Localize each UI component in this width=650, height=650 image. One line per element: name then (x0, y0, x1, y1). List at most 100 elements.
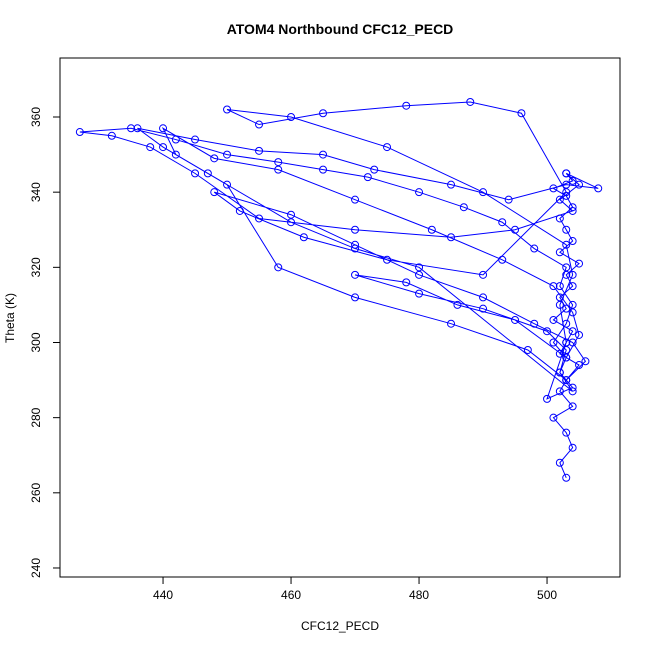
data-point (555, 300, 564, 309)
data-point (594, 184, 603, 193)
data-point (351, 293, 360, 302)
x-tick-label: 500 (537, 588, 557, 602)
data-point (210, 154, 219, 163)
data-point (555, 349, 564, 358)
data-point (562, 180, 571, 189)
data-point (549, 413, 558, 422)
data-point (549, 184, 558, 193)
data-point (319, 165, 328, 174)
data-point (504, 195, 513, 204)
data-point (75, 128, 84, 137)
data-point (562, 346, 571, 355)
data-point (523, 346, 532, 355)
data-point (255, 120, 264, 129)
data-point (383, 255, 392, 264)
data-point (274, 158, 283, 167)
y-tick-label: 360 (29, 107, 43, 127)
y-tick-label: 240 (29, 558, 43, 578)
data-point (568, 327, 577, 336)
y-tick-label: 340 (29, 182, 43, 202)
data-point (447, 180, 456, 189)
data-point (171, 135, 180, 144)
data-point (575, 330, 584, 339)
data-point (511, 225, 520, 234)
data-point (562, 338, 571, 347)
data-point (479, 270, 488, 279)
data-point (562, 270, 571, 279)
data-point (575, 361, 584, 370)
data-point (107, 131, 116, 140)
data-point (159, 143, 168, 152)
data-point (274, 263, 283, 272)
data-point (568, 176, 577, 185)
data-point (562, 240, 571, 249)
data-point (447, 319, 456, 328)
data-point (274, 165, 283, 174)
data-point (568, 402, 577, 411)
data-point (427, 225, 436, 234)
data-line (79, 101, 599, 478)
data-point (549, 338, 558, 347)
data-point (511, 315, 520, 324)
data-point (562, 169, 571, 178)
x-tick-label: 480 (409, 588, 429, 602)
data-point (351, 225, 360, 234)
data-point (459, 203, 468, 212)
data-point (530, 319, 539, 328)
data-point (287, 113, 296, 122)
data-point (555, 458, 564, 467)
data-point (555, 293, 564, 302)
data-point (159, 124, 168, 133)
y-tick-label: 320 (29, 257, 43, 277)
data-point (562, 376, 571, 385)
data-point (415, 289, 424, 298)
plot-frame (59, 57, 621, 578)
data-point (479, 293, 488, 302)
data-point (351, 240, 360, 249)
data-point (568, 282, 577, 291)
data-point (498, 255, 507, 264)
data-point (235, 206, 244, 215)
data-point (319, 150, 328, 159)
chart-title: ATOM4 Northbound CFC12_PECD (227, 21, 454, 37)
data-point (319, 109, 328, 118)
data-point (402, 278, 411, 287)
data-point (568, 203, 577, 212)
data-point (549, 315, 558, 324)
data-point (415, 270, 424, 279)
data-point (223, 105, 232, 114)
data-point (562, 263, 571, 272)
data-point (530, 244, 539, 253)
x-tick-label: 440 (153, 588, 173, 602)
data-point (555, 214, 564, 223)
data-point (363, 173, 372, 182)
data-point (562, 225, 571, 234)
data-point (568, 300, 577, 309)
data-point (555, 368, 564, 377)
data-point (562, 428, 571, 437)
data-point (543, 327, 552, 336)
data-point (568, 338, 577, 347)
data-point (351, 244, 360, 253)
data-point (299, 233, 308, 242)
data-point (223, 180, 232, 189)
data-point (133, 124, 142, 133)
data-point (555, 282, 564, 291)
data-point (223, 150, 232, 159)
data-point (568, 270, 577, 279)
data-point (549, 282, 558, 291)
data-point (255, 146, 264, 155)
x-tick-label: 460 (281, 588, 301, 602)
data-point (210, 188, 219, 197)
data-point (415, 263, 424, 272)
data-point (479, 188, 488, 197)
data-point (517, 109, 526, 118)
data-point (568, 443, 577, 452)
data-point (568, 308, 577, 317)
data-point (370, 165, 379, 174)
data-point (127, 124, 136, 133)
data-point (466, 97, 475, 106)
data-point (146, 143, 155, 152)
data-point (191, 135, 200, 144)
